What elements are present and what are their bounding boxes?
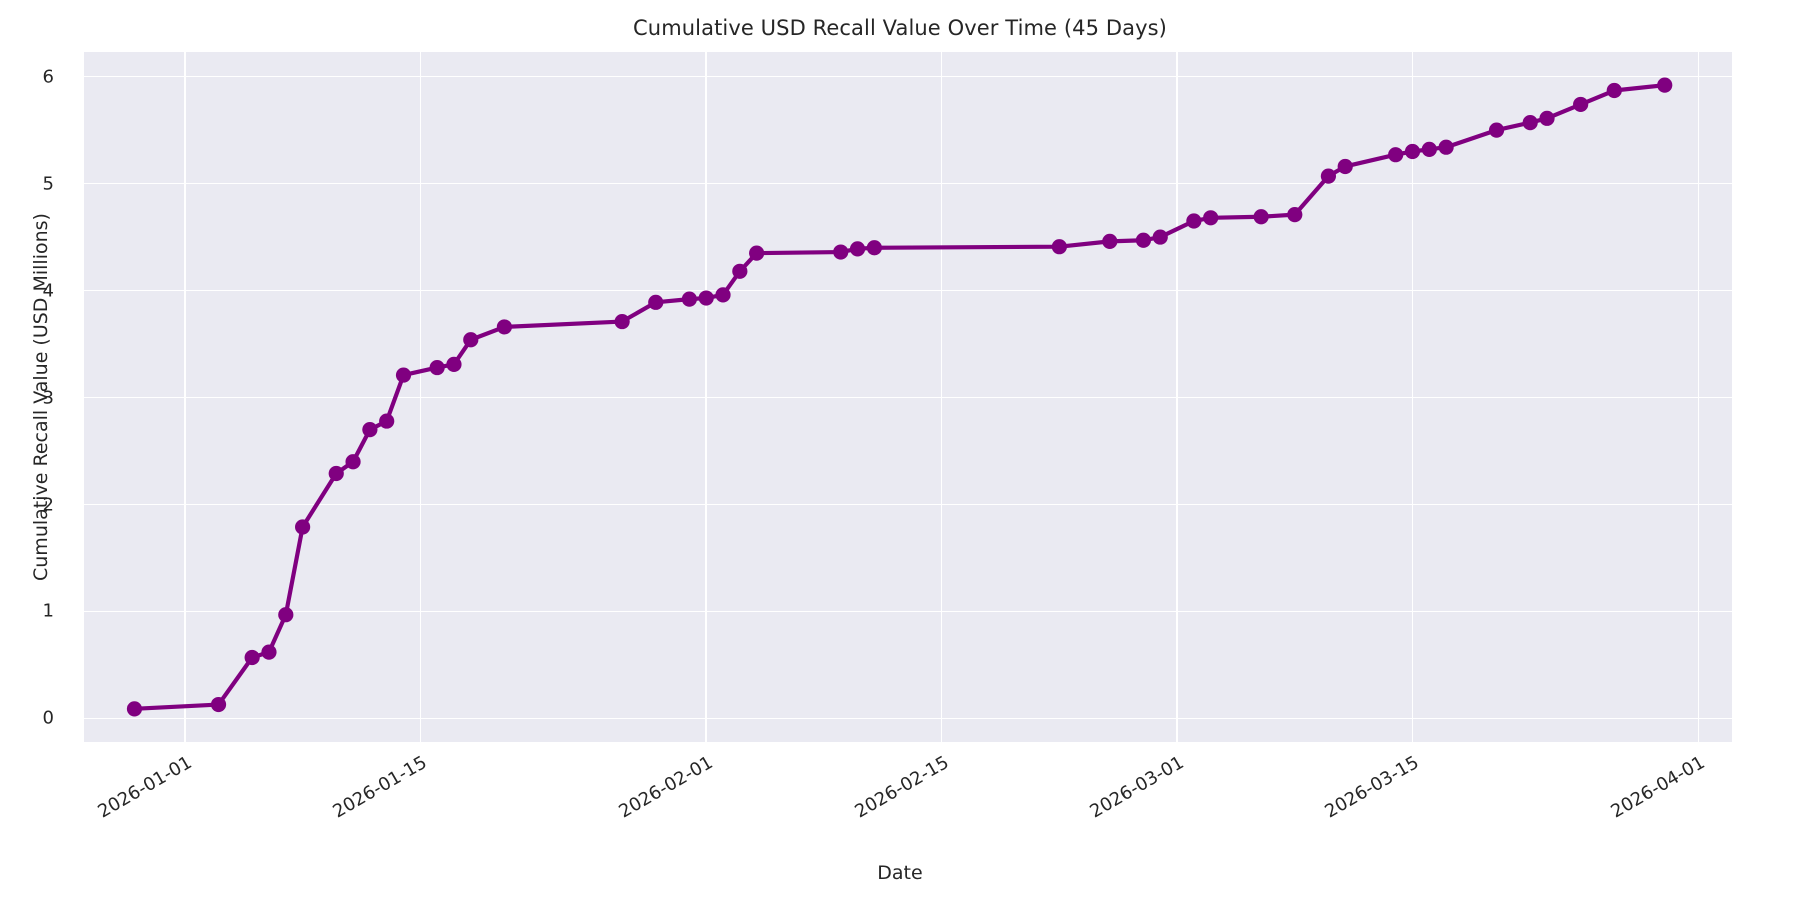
data-point [866, 240, 882, 256]
data-point [1421, 141, 1437, 157]
data-point [698, 290, 714, 306]
gridline-vertical [1697, 52, 1700, 742]
line-path [132, 83, 1667, 711]
data-point [1522, 115, 1538, 131]
data-point [1320, 168, 1337, 184]
data-point [1186, 213, 1202, 229]
gridline-vertical [1411, 52, 1414, 742]
y-axis-tick: 3 [42, 387, 54, 409]
gridline-horizontal [84, 396, 1732, 399]
data-point [849, 241, 866, 257]
data-point [328, 465, 344, 482]
data-point [1152, 229, 1168, 245]
data-point [126, 701, 143, 717]
data-point [1438, 139, 1454, 155]
data-point [614, 313, 630, 330]
data-point [1253, 209, 1269, 225]
data-point [244, 649, 260, 666]
data-point [395, 367, 412, 383]
gridline-vertical [419, 52, 422, 742]
data-point [715, 287, 731, 303]
data-point [446, 356, 462, 372]
data-point [833, 244, 849, 260]
x-axis-label: Date [877, 862, 923, 884]
gridline-vertical [705, 52, 707, 742]
y-axis-tick: 0 [42, 707, 54, 729]
data-point [1606, 82, 1622, 99]
data-point [1404, 143, 1421, 160]
y-axis-tick: 2 [42, 494, 54, 515]
data-point [1657, 77, 1673, 93]
data-point [278, 607, 294, 623]
data-point-markers [126, 77, 1673, 717]
series-line-cumulative-recall-value [126, 77, 1673, 717]
data-point [749, 245, 765, 261]
y-axis-tick: 6 [42, 66, 54, 88]
data-point [1135, 232, 1152, 248]
gridline-horizontal [84, 717, 1732, 720]
gridline-vertical [1176, 52, 1178, 742]
gridline-vertical [940, 52, 943, 742]
data-point [732, 263, 748, 279]
data-point [261, 644, 277, 660]
gridline-horizontal [84, 610, 1732, 613]
data-point [681, 291, 697, 307]
data-point [1337, 158, 1353, 175]
y-axis-tick: 1 [42, 600, 54, 622]
data-point [210, 696, 227, 713]
chart-title: Cumulative USD Recall Value Over Time (4… [633, 16, 1167, 40]
y-axis-tick: 5 [42, 173, 54, 195]
gridline-horizontal [84, 75, 1732, 78]
data-point [429, 359, 445, 376]
data-point [1573, 96, 1589, 113]
data-point [1051, 239, 1067, 255]
gridline-horizontal [84, 503, 1732, 506]
data-point [496, 319, 513, 335]
data-point [1488, 122, 1505, 138]
gridline-vertical [184, 52, 186, 742]
data-point [1539, 110, 1555, 126]
plot-area [84, 52, 1732, 742]
gridline-horizontal [84, 289, 1732, 292]
data-point [463, 332, 479, 348]
data-point [295, 519, 311, 535]
data-point [362, 422, 378, 438]
data-point [379, 413, 395, 429]
data-point [345, 454, 361, 470]
gridline-horizontal [84, 182, 1732, 185]
data-point [1102, 233, 1118, 249]
data-point [1287, 207, 1303, 223]
data-point [1388, 147, 1404, 163]
data-point [648, 294, 664, 310]
y-axis-tick: 4 [42, 280, 54, 302]
data-point [1203, 210, 1219, 226]
